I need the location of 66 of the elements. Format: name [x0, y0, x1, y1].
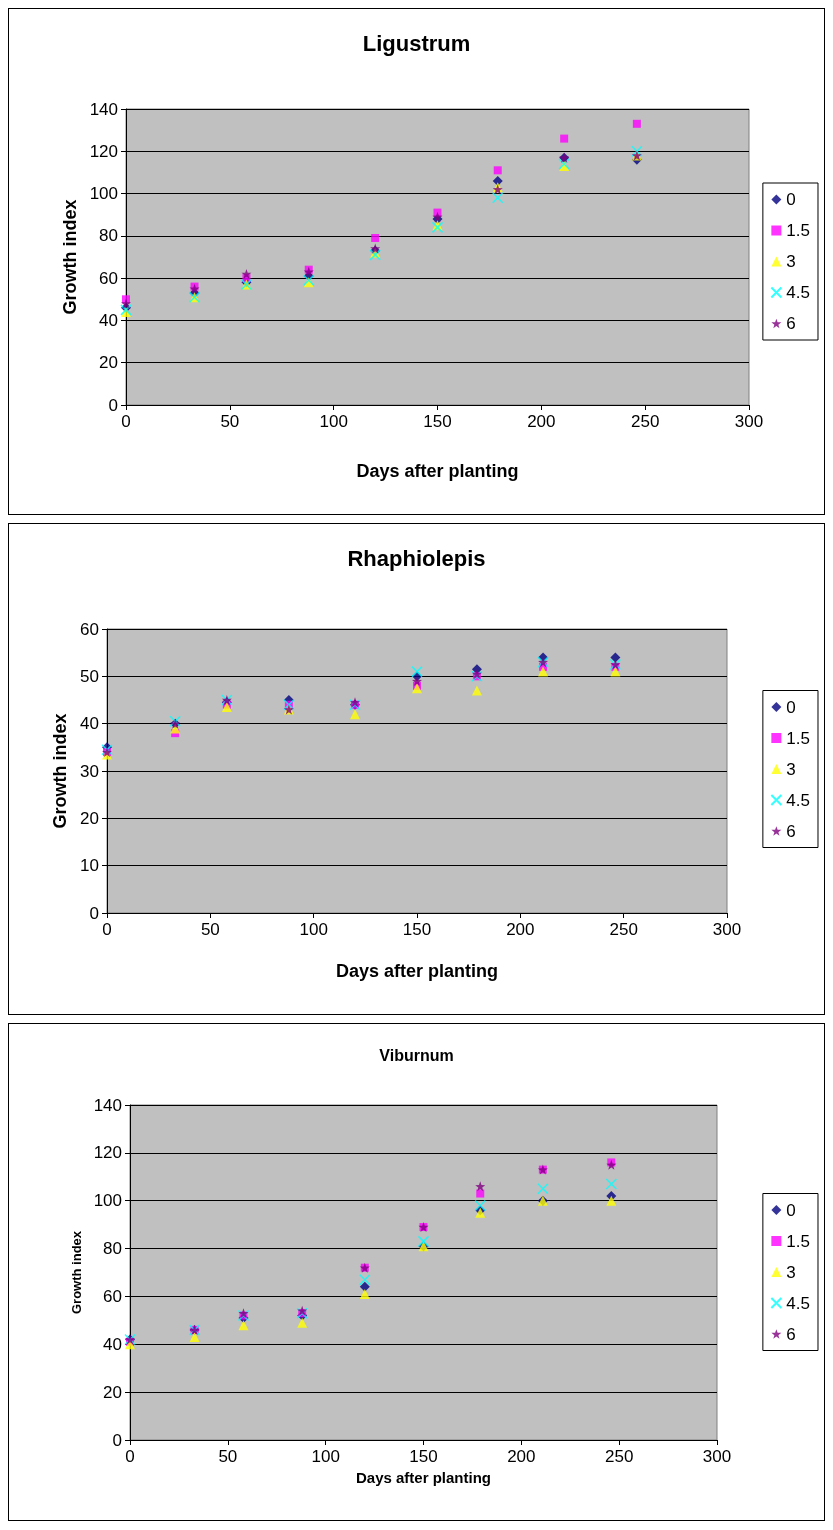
x-tick-label: 300 [734, 412, 764, 431]
chart-title: Rhaphiolepis [347, 545, 486, 571]
x-tick-label: 250 [630, 412, 660, 431]
legend-label: 1.5 [786, 221, 811, 240]
legend-label: 6 [786, 314, 796, 333]
x-tick-label: 250 [609, 920, 638, 939]
x-tick-label: 100 [299, 920, 328, 939]
y-tick-label: 40 [80, 714, 99, 734]
x-axis-title: Days after planting [355, 1468, 492, 1486]
legend-label: 3 [786, 1262, 796, 1282]
x-tick-label: 200 [527, 412, 556, 431]
y-tick-label: 20 [103, 1382, 122, 1402]
y-tick-label: 120 [89, 141, 118, 161]
y-tick-label: 40 [99, 310, 118, 330]
y-axis-title: Growth index [68, 1230, 84, 1315]
y-tick-label: 60 [80, 619, 99, 639]
x-tick-label: 100 [319, 412, 348, 431]
chart-title: Viburnum [379, 1046, 454, 1064]
x-tick-label: 200 [506, 920, 535, 939]
y-tick-label: 20 [80, 808, 99, 828]
legend-label: 4.5 [786, 1293, 811, 1313]
legend-label: 3 [786, 252, 796, 271]
y-tick-label: 50 [80, 666, 99, 686]
x-tick-label: 300 [712, 920, 742, 939]
y-tick-label: 60 [99, 268, 118, 288]
y-tick-label: 120 [93, 1143, 122, 1163]
x-tick-label: 150 [402, 920, 432, 939]
y-tick-label: 10 [80, 856, 99, 876]
y-tick-label: 140 [93, 1095, 122, 1115]
x-tick-label: 50 [200, 920, 220, 939]
y-tick-label: 60 [103, 1286, 122, 1306]
legend-label: 1.5 [786, 728, 811, 748]
chart-title: Ligustrum [362, 30, 471, 56]
y-tick-label: 80 [99, 226, 118, 246]
y-axis-title: Growth index [59, 199, 80, 315]
y-tick-label: 0 [112, 1430, 122, 1450]
x-tick-label: 100 [311, 1447, 340, 1466]
x-tick-label: 0 [125, 1447, 135, 1466]
y-axis-title: Growth index [50, 713, 71, 829]
legend-label: 6 [786, 821, 796, 841]
legend-label: 0 [786, 190, 796, 209]
legend-label: 0 [786, 697, 796, 717]
y-tick-label: 100 [89, 184, 118, 204]
y-tick-label: 30 [80, 761, 99, 781]
legend-label: 4.5 [786, 790, 811, 810]
x-tick-label: 300 [702, 1447, 732, 1466]
x-tick-label: 150 [423, 412, 452, 431]
y-tick-label: 100 [93, 1191, 122, 1211]
x-tick-label: 150 [409, 1447, 438, 1466]
y-tick-label: 0 [89, 903, 99, 923]
y-tick-label: 40 [103, 1334, 122, 1354]
legend-label: 3 [786, 759, 796, 779]
x-tick-label: 50 [218, 1447, 238, 1466]
x-axis-title: Days after planting [356, 461, 519, 481]
y-tick-label: 0 [108, 395, 118, 415]
x-tick-label: 50 [220, 412, 240, 431]
x-tick-label: 200 [507, 1447, 536, 1466]
x-axis-title: Days after planting [335, 961, 499, 981]
y-tick-label: 20 [99, 353, 118, 373]
x-tick-label: 250 [604, 1447, 634, 1466]
y-tick-label: 140 [89, 99, 118, 119]
legend-label: 4.5 [786, 283, 811, 302]
legend-label: 1.5 [786, 1231, 811, 1251]
y-tick-label: 80 [103, 1239, 122, 1259]
legend-label: 0 [786, 1200, 796, 1220]
legend-label: 6 [786, 1324, 796, 1344]
